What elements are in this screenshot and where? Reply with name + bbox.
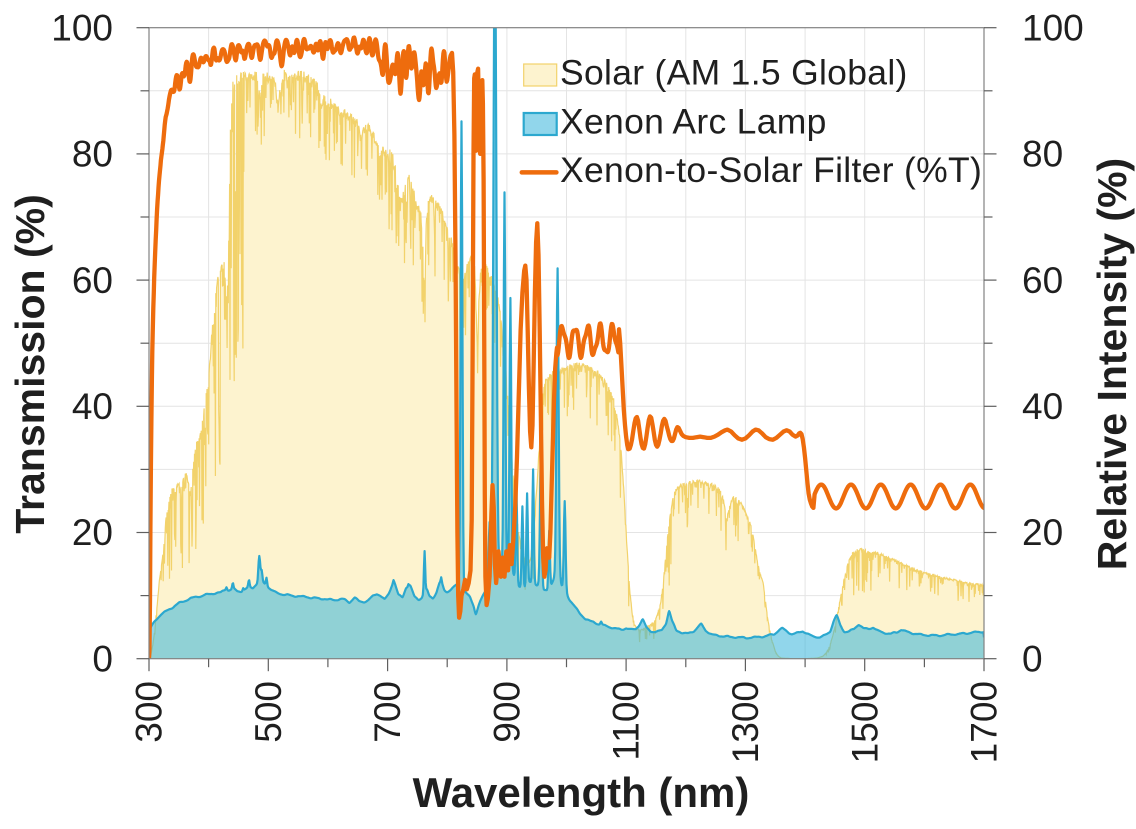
svg-text:500: 500: [248, 681, 289, 743]
svg-text:300: 300: [129, 681, 170, 743]
svg-text:80: 80: [1022, 134, 1063, 175]
svg-text:Xenon Arc Lamp: Xenon Arc Lamp: [560, 102, 827, 142]
svg-text:Relative Intensity (%): Relative Intensity (%): [1089, 158, 1135, 570]
svg-text:80: 80: [72, 134, 113, 175]
svg-text:1100: 1100: [606, 681, 647, 761]
svg-text:60: 60: [1022, 260, 1063, 301]
svg-text:40: 40: [1022, 386, 1063, 427]
svg-text:20: 20: [1022, 512, 1063, 553]
svg-text:Wavelength (nm): Wavelength (nm): [413, 769, 750, 816]
svg-text:60: 60: [72, 260, 113, 301]
svg-text:100: 100: [51, 7, 113, 48]
svg-text:40: 40: [72, 386, 113, 427]
svg-text:1500: 1500: [844, 681, 885, 763]
svg-text:Transmission (%): Transmission (%): [7, 194, 53, 533]
svg-text:700: 700: [367, 681, 408, 743]
svg-text:1300: 1300: [725, 681, 766, 763]
svg-text:900: 900: [487, 681, 528, 743]
svg-text:20: 20: [72, 512, 113, 553]
svg-text:Xenon-to-Solar Filter (%T): Xenon-to-Solar Filter (%T): [560, 150, 982, 190]
svg-text:1700: 1700: [964, 681, 1005, 763]
svg-text:100: 100: [1022, 7, 1084, 48]
svg-text:0: 0: [92, 638, 113, 679]
svg-text:Solar (AM 1.5 Global): Solar (AM 1.5 Global): [560, 52, 908, 92]
svg-text:0: 0: [1022, 638, 1043, 679]
